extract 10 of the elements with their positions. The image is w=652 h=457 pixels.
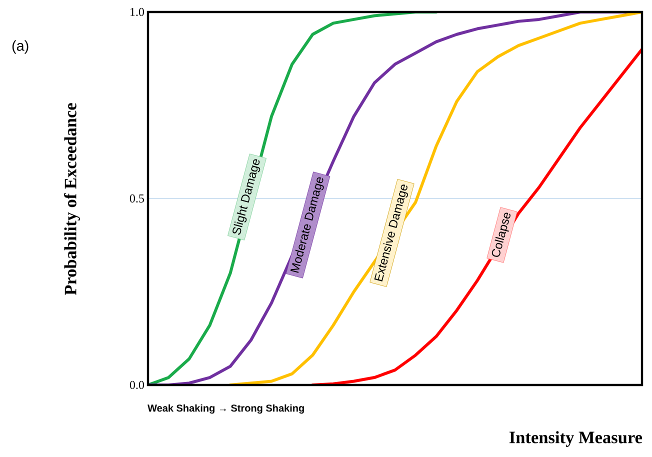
y-tick-label: 0.5 bbox=[130, 194, 144, 203]
text: Collapse bbox=[492, 212, 510, 257]
text: (a) bbox=[12, 40, 28, 54]
x-axis-title: Intensity Measure bbox=[509, 431, 642, 447]
y-tick-label: 1.0 bbox=[130, 8, 144, 16]
text: Weak Shaking → Strong Shaking bbox=[148, 404, 304, 414]
y-axis-title: Probability of Exceedance bbox=[64, 103, 80, 296]
text: Slight Damage bbox=[232, 159, 260, 235]
line-series bbox=[228, 12, 642, 385]
y-tick-label: 0.0 bbox=[130, 380, 144, 390]
